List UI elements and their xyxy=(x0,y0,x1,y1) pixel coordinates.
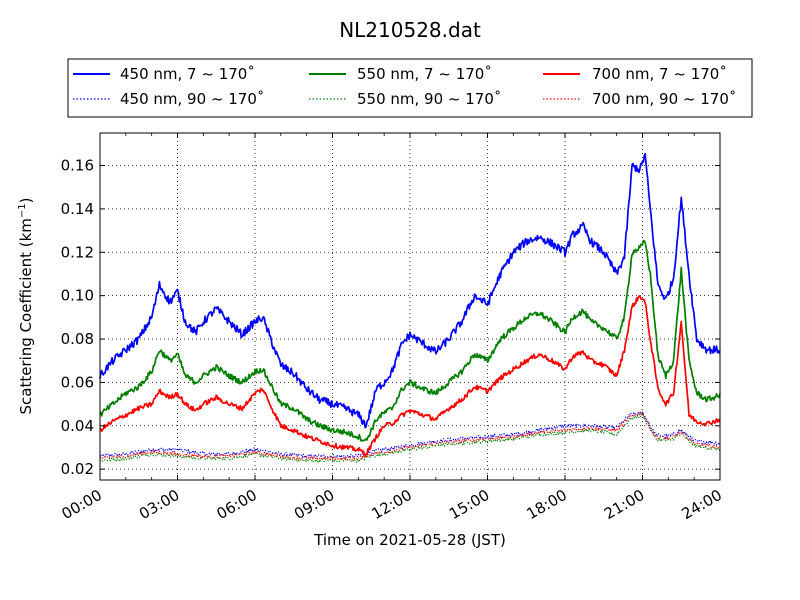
y-tick-label: 0.16 xyxy=(61,157,94,175)
y-tick-label: 0.04 xyxy=(61,417,94,435)
series-line-2 xyxy=(99,239,721,442)
legend-label-700-dotted: 700 nm, 90 ~ 170˚ xyxy=(592,90,736,108)
legend-label-700-solid: 700 nm, 7 ~ 170˚ xyxy=(592,65,727,83)
y-axis-label-close: ) xyxy=(17,197,35,203)
legend-label-450-solid: 450 nm, 7 ~ 170˚ xyxy=(120,65,255,83)
series-line-1 xyxy=(99,152,721,429)
y-tick-label: 0.02 xyxy=(61,460,94,478)
y-tick-label: 0.08 xyxy=(61,330,94,348)
legend-frame xyxy=(67,58,753,118)
x-axis-label: Time on 2021-05-28 (JST) xyxy=(313,531,506,549)
chart-title: NL210528.dat xyxy=(339,18,481,42)
series-line-4 xyxy=(99,410,721,459)
y-tick-label: 0.10 xyxy=(61,287,94,305)
plot-frame xyxy=(99,132,721,481)
legend-label-450-dotted: 450 nm, 90 ~ 170˚ xyxy=(120,90,264,108)
y-tick-label: 0.12 xyxy=(61,243,94,261)
y-axis-label-exponent: −1 xyxy=(17,203,28,218)
series-line-5 xyxy=(99,412,721,463)
legend-label-550-solid: 550 nm, 7 ~ 170˚ xyxy=(357,65,492,83)
legend-label-550-dotted: 550 nm, 90 ~ 170˚ xyxy=(357,90,501,108)
legend: 450 nm, 7 ~ 170˚ 450 nm, 90 ~ 170˚ 550 n… xyxy=(67,58,753,118)
series-line-3 xyxy=(99,295,721,457)
data-series xyxy=(99,152,721,463)
y-tick-label: 0.14 xyxy=(61,200,94,218)
y-axis-label: Scattering Coefficient (km−1) xyxy=(17,197,35,414)
y-axis-label-main: Scattering Coefficient (km xyxy=(17,218,35,414)
y-tick-label: 0.06 xyxy=(61,373,94,391)
